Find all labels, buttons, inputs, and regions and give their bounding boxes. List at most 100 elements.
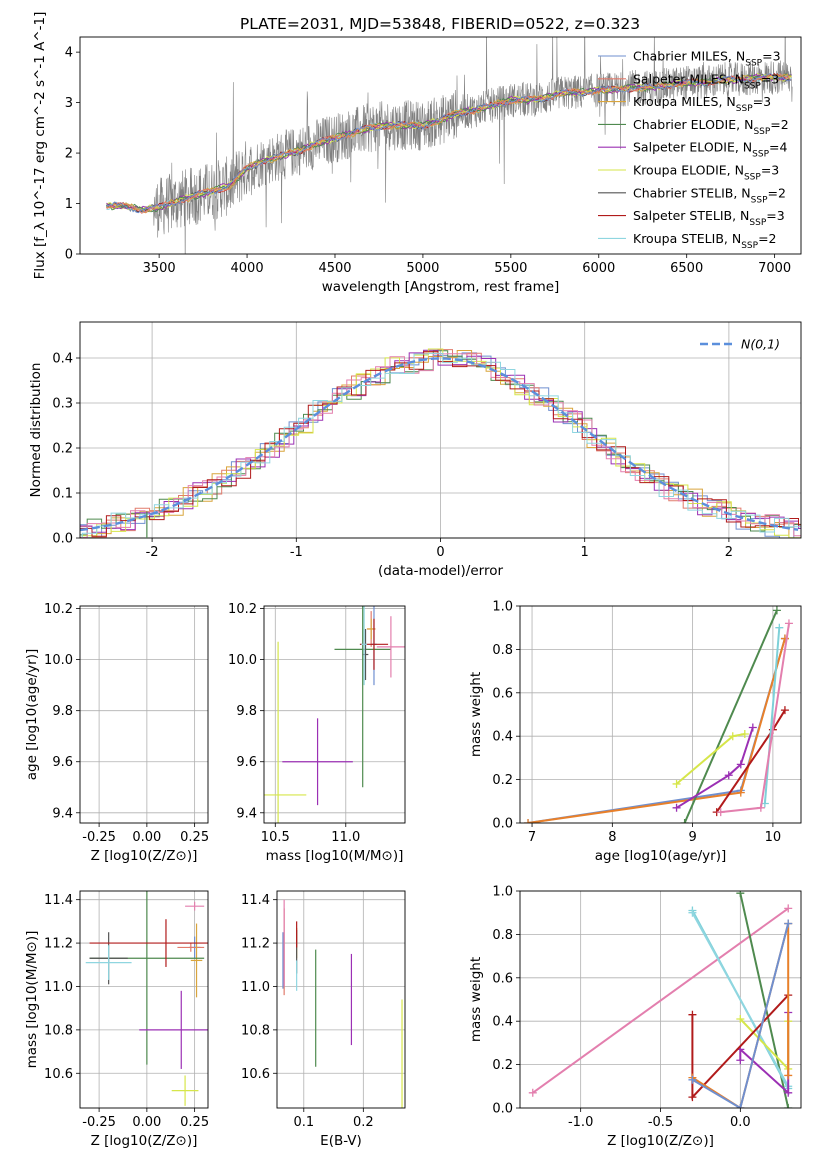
mass-vs-extinction-panel: 0.1 0.2 10.6 10.8 11.0 11.2 11.4 E(B-V) <box>241 890 406 1149</box>
model-spectrum-line <box>106 73 792 212</box>
x-tick-label: 0.0 <box>730 1115 751 1130</box>
y-tick-label: 0.0 <box>492 1102 513 1117</box>
legend-entry-label: Kroupa STELIB, NSSP=2 <box>633 231 777 251</box>
y-tick-label: 10.2 <box>44 602 73 617</box>
weight-series-line <box>683 609 778 823</box>
weight-point-marker <box>728 732 737 741</box>
weight-point-marker <box>524 819 533 823</box>
y-tick-label: 0.8 <box>492 928 513 943</box>
x-tick-label: -0.25 <box>82 830 116 845</box>
y-tick-label: 9.6 <box>52 755 73 770</box>
y-axis-label: Normed distribution <box>28 363 44 498</box>
legend-count: =2 <box>758 231 776 246</box>
gaussian-reference-curve <box>80 357 799 532</box>
axes-frame <box>79 36 802 255</box>
x-tick-label: 5000 <box>406 261 439 276</box>
legend-entry-label: Salpeter STELIB, NSSP=3 <box>633 208 785 228</box>
x-axis-label: E(B-V) <box>320 1133 362 1149</box>
weight-series-line <box>691 912 790 1087</box>
legend-count: =3 <box>766 208 784 223</box>
y-axis-label: mass weight <box>468 957 484 1042</box>
weight-point-marker <box>736 760 745 769</box>
weight-series-line <box>532 907 789 1094</box>
x-tick-label: 8 <box>608 830 616 845</box>
y-tick-label: 0.8 <box>492 643 513 658</box>
x-tick-label: 10 <box>765 830 782 845</box>
y-tick-label: 11.2 <box>241 937 270 952</box>
weight-series-line <box>739 1018 790 1072</box>
y-tick-label: 0 <box>65 248 73 263</box>
y-tick-label: 2 <box>65 147 73 162</box>
x-tick-label: -1.0 <box>568 1115 593 1130</box>
y-tick-label: 0.3 <box>52 397 73 412</box>
x-tick-label: -2 <box>146 545 159 560</box>
weight-point-marker <box>780 706 789 715</box>
x-axis-label: mass [log10(M/M⊙)] <box>266 848 404 864</box>
crosses-plot-area <box>146 511 148 538</box>
y-tick-label: 10.8 <box>44 1023 73 1038</box>
legend-subscript: SSP <box>736 104 753 114</box>
weight-point-marker <box>756 803 765 812</box>
y-axis-label: age [log10(age/yr)] <box>24 649 40 781</box>
axes-frame <box>519 890 802 1109</box>
y-tick-label: 0.2 <box>52 442 73 457</box>
legend-subscript: SSP <box>749 218 766 228</box>
crosses-plot-area <box>85 891 208 1106</box>
x-tick-label: 4000 <box>231 261 264 276</box>
weight-plot-area <box>524 606 793 823</box>
x-tick-label: 7 <box>528 830 536 845</box>
y-tick-label: 11.2 <box>44 937 73 952</box>
x-tick-label: 1 <box>581 545 589 560</box>
y-tick-label: 0.4 <box>492 1015 513 1030</box>
legend-subscript: SSP <box>745 59 762 69</box>
y-tick-label: 9.4 <box>52 806 73 821</box>
y-tick-label: 9.8 <box>236 704 257 719</box>
x-tick-label: 6000 <box>582 261 615 276</box>
spectrum-plot-area <box>106 37 793 254</box>
axes-frame <box>263 605 406 824</box>
weight-point-marker <box>784 1088 793 1097</box>
weight-series-line <box>527 638 786 823</box>
weight-plot-area <box>528 891 793 1108</box>
y-tick-label: 9.8 <box>52 704 73 719</box>
y-tick-label: 0.6 <box>492 686 513 701</box>
weight-vs-metallicity-panel: -1.0 -0.5 0.0 0.0 0.2 0.4 0.6 0.8 1.0 Z [log10(Z/… <box>468 885 802 1149</box>
y-tick-label: 1.0 <box>492 885 513 900</box>
weight-point-marker <box>784 904 793 913</box>
legend-count: =3 <box>761 163 779 178</box>
weight-point-marker <box>784 619 793 628</box>
legend-count: =4 <box>769 140 787 155</box>
y-tick-label: 11.4 <box>241 893 270 908</box>
residual-histogram-panel: -2 -1 0 1 2 0.0 0.1 0.2 0.3 0.4 (data-model)/error… <box>28 321 802 579</box>
weight-point-marker <box>688 1093 697 1102</box>
histogram-plot-area <box>80 348 801 538</box>
legend-entry-label: Salpeter MILES, NSSP=3 <box>633 71 779 91</box>
legend-entry-label: N(0,1) <box>741 337 780 352</box>
legend-subscript: SSP <box>751 195 768 205</box>
legend-entry-label: Chabrier ELODIE, NSSP=2 <box>633 117 789 137</box>
y-tick-label: 3 <box>65 96 73 111</box>
x-tick-label: 0.25 <box>180 830 209 845</box>
y-tick-label: 4 <box>65 46 73 61</box>
y-tick-label: 10.0 <box>228 653 257 668</box>
y-tick-label: 0.6 <box>492 971 513 986</box>
y-tick-label: 0.2 <box>492 1058 513 1073</box>
weight-series-line <box>763 627 781 804</box>
axes-frame <box>276 890 406 1109</box>
x-tick-label: 10.5 <box>261 830 290 845</box>
y-axis-label: Flux [f_λ 10^-17 erg cm^-2 s^-1 A^-1] <box>32 12 48 280</box>
legend-subscript: SSP <box>752 150 769 160</box>
legend-entry-label: Salpeter ELODIE, NSSP=4 <box>633 140 788 160</box>
legend-entry-label: Kroupa MILES, NSSP=3 <box>633 94 771 114</box>
legend-subscript: SSP <box>744 81 761 91</box>
weight-point-marker <box>784 1104 793 1108</box>
x-tick-label: -0.25 <box>82 1115 116 1130</box>
x-axis-label: age [log10(age/yr)] <box>595 848 727 864</box>
y-tick-label: 11.4 <box>44 893 73 908</box>
legend-count: =3 <box>761 71 779 86</box>
x-tick-label: 7000 <box>758 261 791 276</box>
y-tick-label: 11.0 <box>44 980 73 995</box>
weight-point-marker <box>688 908 697 917</box>
mass-vs-metallicity-panel: -0.25 0.00 0.25 10.6 10.8 11.0 11.2 11.4 Z [log1… <box>24 890 209 1149</box>
